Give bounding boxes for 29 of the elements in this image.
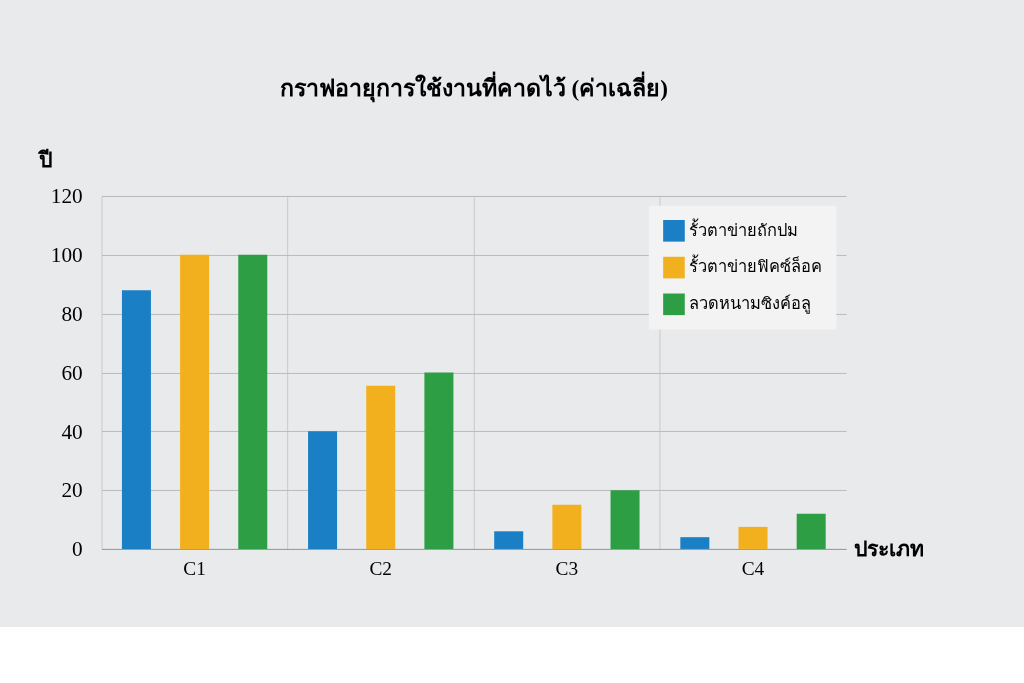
bar	[238, 254, 268, 549]
x-tick-label: C3	[555, 557, 579, 579]
x-tick-label: C2	[369, 557, 393, 579]
y-tick-label: 80	[61, 301, 83, 326]
bar	[308, 431, 338, 549]
x-tick-label: C4	[741, 557, 765, 579]
y-tick-label: 20	[61, 478, 83, 503]
bar	[738, 526, 768, 549]
y-tick-label: 40	[61, 419, 83, 444]
bar	[180, 254, 210, 549]
bar	[552, 504, 582, 549]
x-tick-label: C1	[183, 557, 206, 579]
bar	[366, 385, 396, 549]
y-axis-title: ปี	[37, 148, 53, 173]
y-tick-label: 60	[61, 360, 83, 385]
bar	[610, 490, 640, 549]
bar	[680, 537, 710, 549]
y-tick-label: 100	[50, 243, 83, 268]
legend-label: ลวดหนามซิงค์อลู	[689, 294, 812, 315]
legend-label: รั้วตาข่ายถักปม	[689, 217, 799, 240]
chart-title: กราฟอายุการใช้งานที่คาดไว้ (ค่าเฉลี่ย)	[279, 71, 668, 104]
bar	[121, 290, 151, 549]
y-tick-label: 120	[50, 184, 83, 209]
legend-label: รั้วตาข่ายฟิคซ์ล็อค	[689, 254, 823, 277]
x-axis-title: ประเภท	[854, 537, 925, 562]
y-tick-label: 0	[72, 537, 83, 562]
bar	[796, 513, 826, 549]
bar	[424, 372, 454, 549]
bar	[494, 531, 524, 549]
